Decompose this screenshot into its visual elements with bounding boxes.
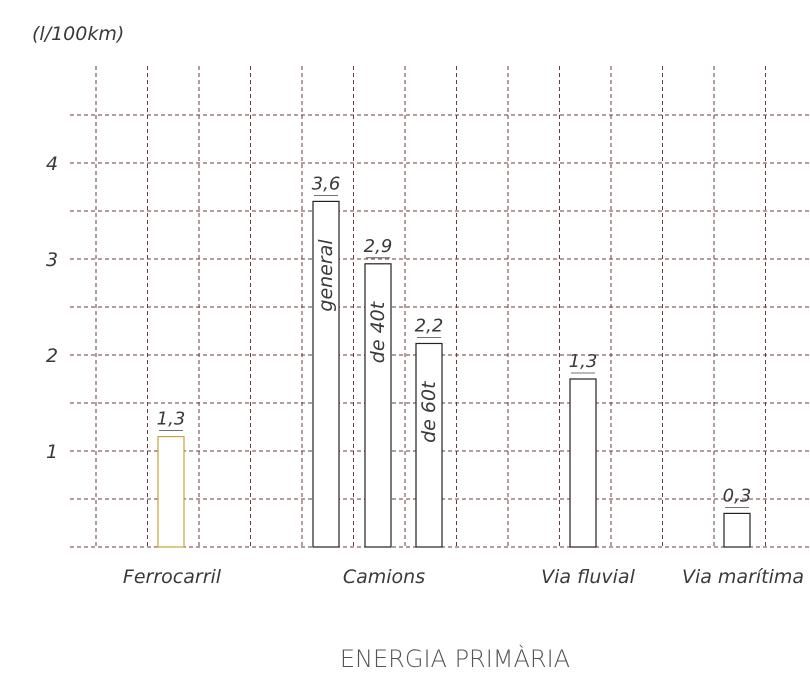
- bar-labels: 1,3 3,6 general 2,9 de 40t 2,2 de 60t 1,3 0,3: [157, 173, 752, 508]
- bar-inner-label: general: [315, 239, 337, 312]
- y-tick-label: 3: [46, 249, 58, 271]
- y-axis-ticks: 1 2 3 4: [46, 153, 58, 463]
- bars: [157, 200, 751, 548]
- grid: [70, 66, 810, 548]
- bar-value-label: 0,3: [723, 485, 752, 506]
- y-tick-label: 1: [46, 441, 58, 463]
- chart-title: ENERGIA PRIMÀRIA: [340, 644, 570, 673]
- bar: [569, 378, 597, 548]
- category-label: Ferrocarril: [123, 566, 222, 588]
- bar: [364, 263, 392, 548]
- category-labels: Ferrocarril Camions Via fluvial Via marítim…: [123, 566, 804, 588]
- bar-value-label: 2,2: [415, 315, 444, 336]
- bar-inner-label: de 60t: [418, 380, 440, 443]
- bar-value-label: 3,6: [312, 173, 341, 194]
- bar-inner-label: de 40t: [367, 300, 389, 363]
- category-label: Via marítima: [682, 566, 804, 588]
- y-tick-label: 4: [46, 153, 58, 175]
- bar: [157, 436, 185, 548]
- bar: [723, 512, 751, 548]
- category-label: Via fluvial: [541, 566, 635, 588]
- bar: [415, 342, 443, 548]
- bar-value-label: 2,9: [364, 236, 393, 257]
- y-tick-label: 2: [46, 345, 58, 367]
- bar-value-label: 1,3: [569, 351, 598, 372]
- y-axis-unit-label: (l/100km): [32, 23, 124, 45]
- bar-value-label: 1,3: [157, 409, 186, 430]
- bar: [312, 200, 340, 548]
- category-label: Camions: [343, 566, 425, 588]
